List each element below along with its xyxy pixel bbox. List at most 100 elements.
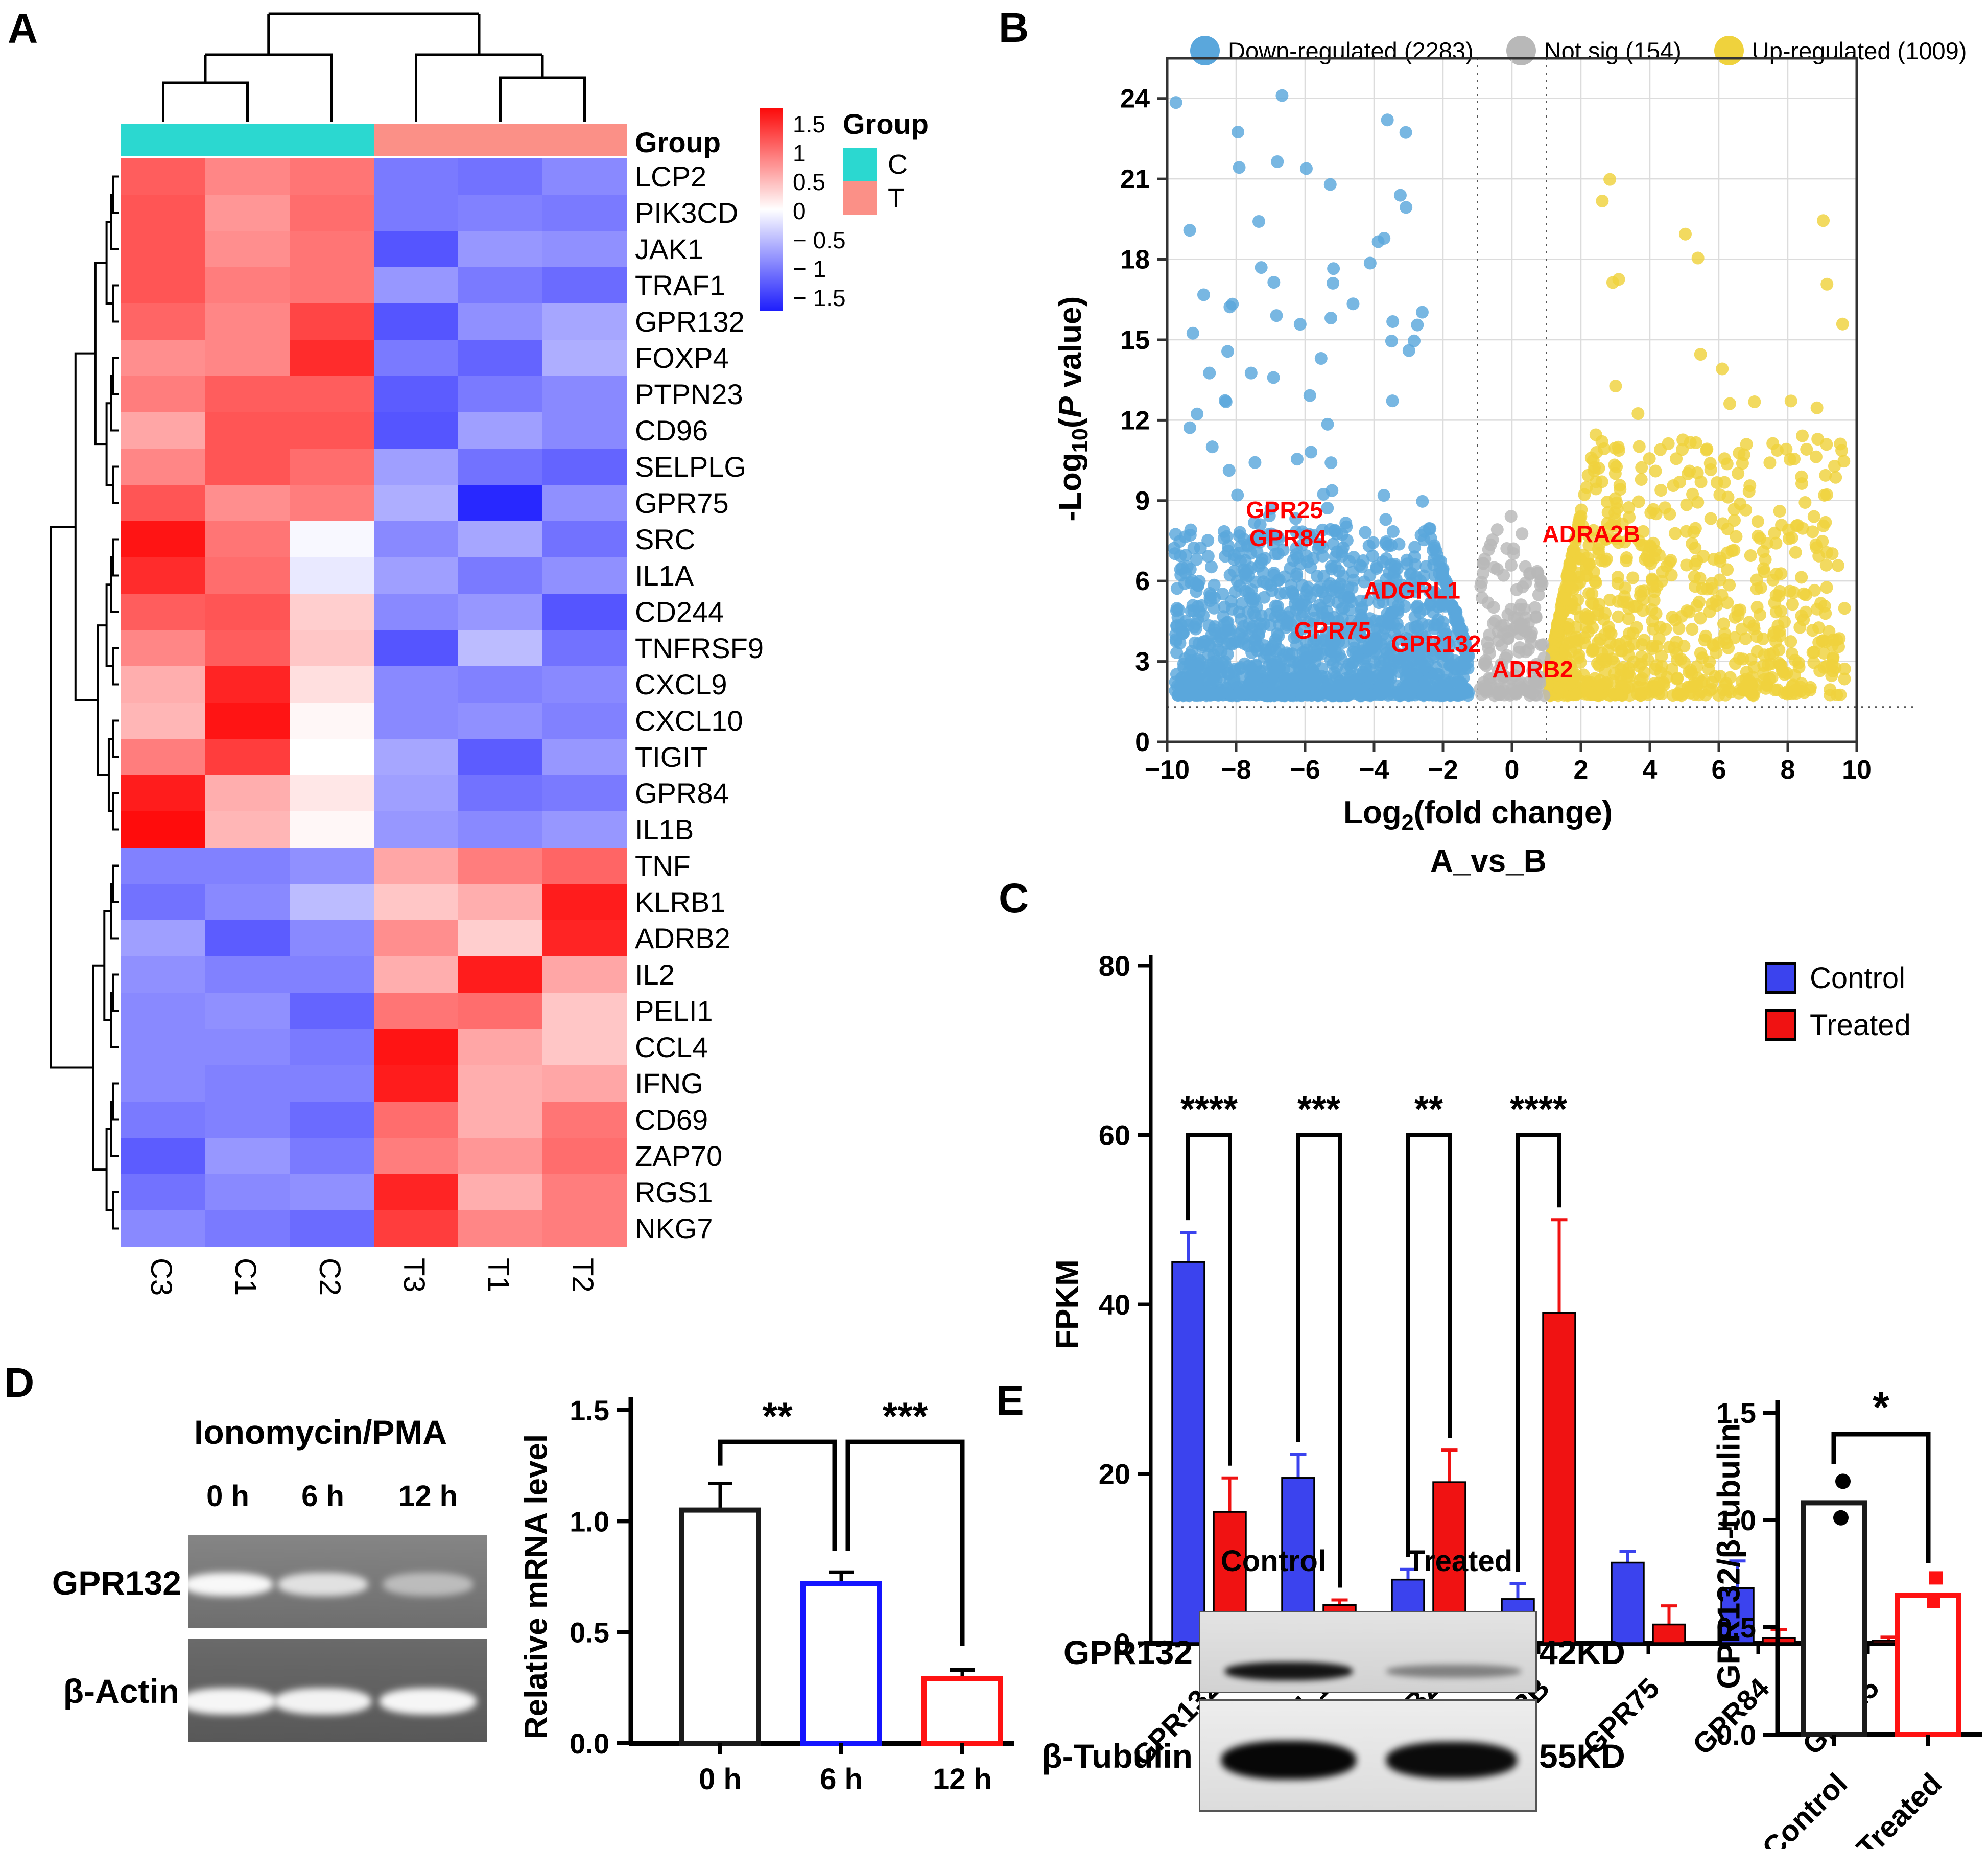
gene-label: GPR84 [635,777,729,809]
heatmap-cell [290,920,374,956]
gene-label: TIGIT [635,741,708,773]
sample-label: C1 [228,1258,262,1296]
heatmap-cell [121,303,205,340]
group-legend-title: Group [843,108,929,140]
heatmap-cell [121,956,205,993]
svg-text:60: 60 [1099,1119,1130,1152]
heatmap-cell [374,630,458,666]
heatmap-cell [374,993,458,1029]
heatmap-cell [121,993,205,1029]
heatmap-cell [205,521,290,557]
svg-text:3: 3 [1135,647,1150,677]
svg-text:10: 10 [1842,755,1872,785]
group-t-swatch [843,181,877,215]
svg-text:21: 21 [1120,165,1150,194]
gel-treatment-title: Ionomycin/PMA [194,1413,447,1451]
gel-gpr132-strip [188,1535,487,1628]
heatmap-cell [542,739,627,775]
heatmap-cell [290,811,374,848]
panel-b-label: B [999,5,1029,51]
significance-stars: * [1873,1383,1889,1431]
gene-label: IL2 [635,958,675,991]
heatmap-cell [121,1029,205,1065]
heatmap-cell [542,376,627,412]
heatmap-cell [458,703,542,739]
heatmap-cell [205,666,290,703]
heatmap-cell [121,884,205,920]
heatmap-cell [121,376,205,412]
fpkm-bar [1652,1623,1686,1644]
heatmap-cell [374,412,458,449]
ratio-y-axis-label: GPR132/β-tubulin [1711,1423,1747,1689]
blot-lane-control: Control [1220,1544,1327,1578]
heatmap-cell [121,449,205,485]
fpkm-bar [1720,1587,1755,1644]
heatmap-cell [205,303,290,340]
heatmap-cell [458,412,542,449]
heatmap-cell [290,594,374,630]
heatmap-cell [542,195,627,231]
panel-a-label: A [8,6,38,52]
significance-stars: *** [1297,1089,1340,1130]
heatmap-cell [121,412,205,449]
heatmap-cell [121,521,205,557]
gene-label: GPR75 [635,487,729,519]
blot-lane-treated: Treated [1407,1544,1513,1578]
gene-label: FOXP4 [635,342,729,374]
mrna-y-axis-label: Relative mRNA level [518,1434,554,1740]
data-point-square [1927,1595,1940,1608]
heatmap-cell [542,775,627,811]
heatmap-cell [290,666,374,703]
heatmap-cell [374,449,458,485]
heatmap-cell [542,993,627,1029]
heatmap-cell [374,703,458,739]
svg-text:12: 12 [1120,406,1150,435]
gene-label: IL1B [635,813,694,846]
legend-not-sig: Not sig (154) [1506,36,1682,65]
heatmap-cell [121,703,205,739]
gene-label: IL1A [635,559,694,592]
heatmap-cell [374,1174,458,1210]
group-legend: Group C T [843,107,929,215]
volcano-gene-label: GPR25 [1246,497,1323,523]
heatmap-cell [542,303,627,340]
heatmap-cell [374,1029,458,1065]
colorbar-tick: 1 [793,139,806,167]
panel-c-label: C [999,875,1029,922]
heatmap-cell [458,1102,542,1138]
heatmap-cell [542,340,627,376]
svg-text:2: 2 [1574,755,1589,785]
svg-text:1.5: 1.5 [1716,1397,1756,1429]
gel-band [188,1688,276,1715]
svg-text:0: 0 [1115,1627,1130,1659]
heatmap-cell [458,666,542,703]
volcano-x-axis-label: Log2(fold change) [1343,795,1613,835]
heatmap-cell [542,920,627,956]
blot-row-gpr132-label: GPR132 [1063,1633,1193,1671]
sample-label: T3 [397,1258,431,1293]
gene-label: SRC [635,523,696,555]
heatmap-cell [121,231,205,267]
heatmap-cell [205,412,290,449]
group-legend-item-t: T [843,181,929,215]
heatmap-cell [121,848,205,884]
heatmap-cell [374,884,458,920]
heatmap-cell [458,267,542,303]
heatmap-cell [290,1102,374,1138]
gel-band [188,1573,273,1596]
volcano-gene-label: GPR132 [1391,630,1481,657]
heatmap-cell [290,449,374,485]
heatmap-cell [374,340,458,376]
gene-label: GPR132 [635,306,745,338]
heatmap-cell [205,703,290,739]
heatmap-cell [290,1138,374,1174]
colorbar-tick: 0 [793,198,806,224]
group-legend-item-c: C [843,148,929,181]
heatmap-cell [205,557,290,594]
heatmap-cell [542,521,627,557]
heatmap-cell [290,158,374,195]
heatmap-cell [290,1065,374,1102]
heatmap-cell [290,703,374,739]
heatmap-cell [458,449,542,485]
colorbar-gradient [760,108,783,311]
